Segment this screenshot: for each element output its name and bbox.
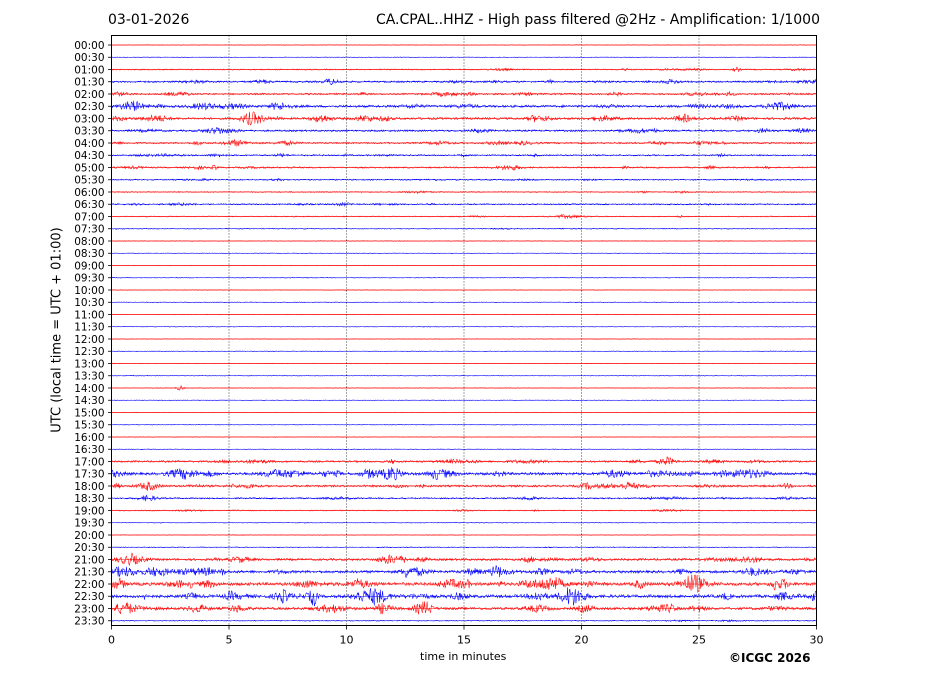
y-tick-label: 07:30 [74,224,104,236]
y-tick-label: 16:30 [74,444,104,456]
seismic-trace [111,587,817,607]
x-axis-label: time in minutes [420,650,507,663]
date-label: 03-01-2026 [108,12,190,28]
x-tick-label: 20 [575,634,589,647]
y-tick-label: 09:30 [74,273,104,285]
y-tick-label: 20:30 [74,542,104,554]
seismic-trace [111,574,817,594]
y-tick-label: 06:30 [74,199,104,211]
y-tick-label: 15:30 [74,420,104,432]
y-tick-label: 03:00 [74,113,104,125]
copyright-label: ©ICGC 2026 [729,651,811,665]
plot-frame [111,35,817,626]
y-tick-label: 12:30 [74,346,104,358]
y-tick-label: 01:00 [74,64,104,76]
y-tick-label: 12:00 [74,334,104,346]
x-tick-label: 15 [457,634,471,647]
x-tick-label: 25 [692,634,706,647]
seismic-trace [111,456,817,465]
y-tick-label: 16:00 [74,432,104,444]
y-tick-label: 13:30 [74,371,104,383]
y-tick-label: 02:30 [74,101,104,113]
x-tick-label: 5 [226,634,233,647]
seismic-trace [111,436,816,438]
seismic-trace [111,277,816,279]
y-tick-label: 17:30 [74,469,104,481]
seismic-trace [111,252,817,254]
seismic-trace [111,301,816,303]
y-tick-label: 05:00 [74,162,104,174]
x-tick-label: 30 [810,634,824,647]
y-tick-label: 21:30 [74,567,104,579]
seismic-trace [111,78,817,86]
y-tick-label: 08:00 [74,236,104,248]
seismic-trace [111,601,817,615]
x-axis-ticks: 0 5 10 15 20 25 30 [108,625,824,647]
y-tick-label: 10:30 [74,297,104,309]
y-tick-label: 07:00 [74,211,104,223]
seismic-trace [111,264,816,267]
seismic-trace [111,522,816,524]
y-tick-label: 14:00 [74,383,104,395]
y-tick-label: 22:00 [74,579,104,591]
y-tick-label: 21:00 [74,554,104,566]
seismic-trace [111,564,817,579]
y-tick-label: 01:30 [74,77,104,89]
y-tick-label: 18:30 [74,493,104,505]
x-tick-label: 10 [340,634,354,647]
seismic-trace [111,411,817,414]
y-tick-label: 02:00 [74,89,104,101]
y-tick-label: 19:00 [74,505,104,517]
x-tick-label: 0 [108,634,115,647]
seismic-trace [111,240,817,242]
y-tick-label: 09:00 [74,260,104,272]
y-tick-label: 11:00 [74,309,104,321]
y-tick-label: 00:00 [74,40,104,52]
y-tick-label: 20:00 [74,530,104,542]
seismic-trace [111,399,816,401]
seismic-trace [111,424,817,426]
seismic-trace [111,384,817,391]
y-tick-label: 23:30 [74,616,104,628]
seismic-trace [111,90,816,98]
seismic-trace [111,375,816,377]
y-axis-ticks: 00:0000:3001:0001:3002:0002:3003:0003:30… [74,40,112,628]
y-tick-label: 04:00 [74,138,104,150]
seismic-trace [111,111,817,126]
y-tick-label: 13:00 [74,358,104,370]
y-tick-label: 06:00 [74,187,104,199]
y-tick-label: 23:00 [74,603,104,615]
y-tick-label: 14:30 [74,395,104,407]
seismic-trace [111,289,817,291]
seismic-trace [111,152,817,158]
y-axis-label: UTC (local time = UTC + 01:00) [49,227,65,433]
y-tick-label: 05:30 [74,175,104,187]
seismic-trace [111,126,817,135]
vertical-grid [228,35,700,626]
y-tick-label: 15:00 [74,407,104,419]
y-tick-label: 03:30 [74,126,104,138]
y-tick-label: 11:30 [74,322,104,334]
y-tick-label: 18:00 [74,481,104,493]
y-tick-label: 10:00 [74,285,104,297]
seismic-trace [111,227,817,230]
y-tick-label: 08:30 [74,248,104,260]
seismic-trace [111,534,816,536]
y-tick-label: 19:30 [74,518,104,530]
y-tick-label: 22:30 [74,591,104,603]
chart-title: CA.CPAL..HHZ - High pass filtered @2Hz -… [375,12,820,28]
y-tick-label: 17:00 [74,456,104,468]
y-tick-label: 00:30 [74,52,104,64]
y-tick-label: 04:30 [74,150,104,162]
seismic-trace [111,546,817,549]
seismic-trace [111,66,816,73]
